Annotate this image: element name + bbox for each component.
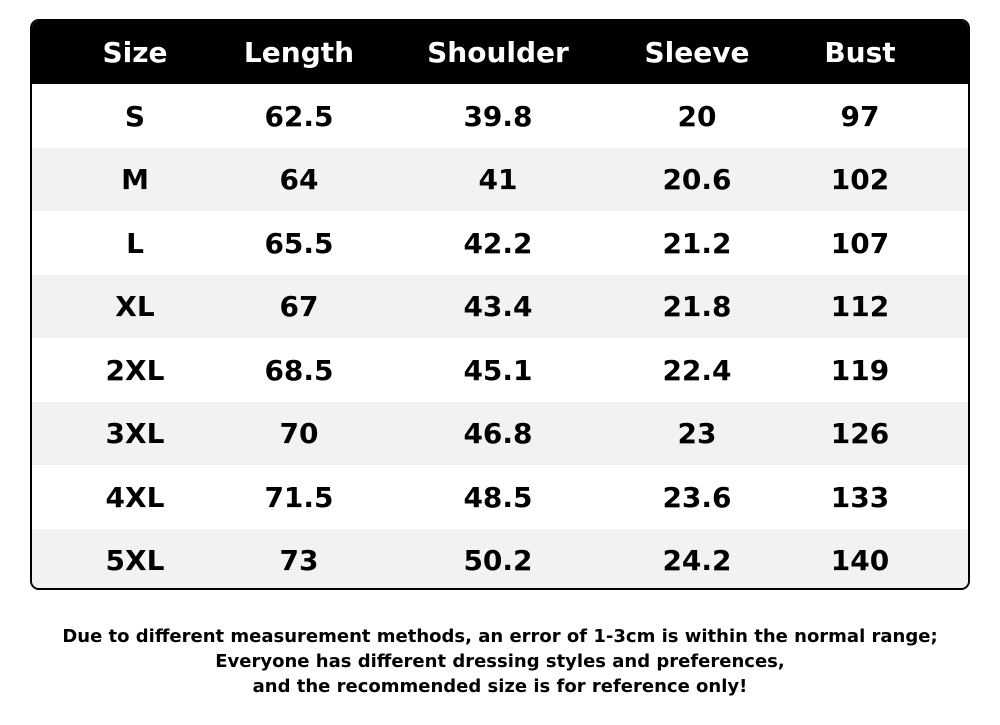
header-cell: Size (102, 36, 168, 69)
table-row: XL 67 43.4 21.8 112 (32, 275, 968, 338)
table-cell: 119 (830, 353, 890, 387)
table-cell: 46.8 (463, 417, 533, 450)
table-cell: 21.8 (662, 290, 732, 323)
table-cell: 48.5 (463, 480, 533, 514)
note-line: and the recommended size is for referenc… (252, 676, 748, 697)
table-cell: 67 (279, 290, 319, 323)
table-cell: 133 (830, 480, 890, 514)
table-cell: 102 (830, 163, 890, 196)
table-cell: L (126, 226, 144, 260)
note-line: Everyone has different dressing styles a… (215, 651, 785, 672)
table-cell: 140 (830, 544, 890, 577)
table-row: 2XL 68.5 45.1 22.4 119 (32, 339, 968, 402)
note-line: Due to different measurement methods, an… (62, 626, 938, 647)
table-cell: 65.5 (264, 226, 334, 260)
table-cell: 4XL (105, 480, 165, 514)
table-cell: 43.4 (463, 290, 533, 323)
table-cell: 5XL (105, 544, 165, 577)
table-cell: 50.2 (463, 544, 533, 577)
header-cell: Length (243, 36, 355, 69)
table-cell: 64 (279, 163, 319, 196)
table-row: 4XL 71.5 48.5 23.6 133 (32, 466, 968, 529)
header-row: Size Length Shoulder Sleeve Bust (32, 21, 968, 84)
table-cell: 73 (279, 544, 319, 577)
table-cell: 62.5 (264, 99, 334, 133)
table-cell: 2XL (105, 353, 165, 387)
table-cell: M (121, 163, 149, 196)
header-cell: Shoulder (427, 36, 569, 69)
table-cell: 3XL (105, 417, 165, 450)
table-cell: 24.2 (662, 544, 732, 577)
table-cell: 21.2 (662, 226, 732, 260)
table-cell: 42.2 (463, 226, 533, 260)
table-cell: 45.1 (463, 353, 533, 387)
table-cell: 22.4 (662, 353, 732, 387)
table-cell: 68.5 (264, 353, 334, 387)
table-row: S 62.5 39.8 20 97 (32, 85, 968, 148)
table-cell: 23.6 (662, 480, 732, 514)
table-cell: 97 (840, 99, 880, 133)
note: Due to different measurement methods, an… (0, 624, 1000, 699)
table-cell: 70 (279, 417, 319, 450)
table-row: 3XL 70 46.8 23 126 (32, 402, 968, 465)
table-cell: XL (115, 290, 155, 323)
table-cell: 20.6 (662, 163, 732, 196)
header-cell: Bust (824, 36, 896, 69)
table-cell: 41 (478, 163, 518, 196)
table-cell: 107 (830, 226, 890, 260)
header-cell: Sleeve (644, 36, 750, 69)
table-row: L 65.5 42.2 21.2 107 (32, 212, 968, 275)
table-cell: S (124, 99, 146, 133)
table-cell: 112 (830, 290, 890, 323)
table-row: 5XL 73 50.2 24.2 140 (32, 529, 968, 588)
table-cell: 20 (677, 99, 717, 133)
table-cell: 39.8 (463, 99, 533, 133)
table-cell: 23 (677, 417, 717, 450)
table-cell: 71.5 (264, 480, 334, 514)
table-cell: 126 (830, 417, 890, 450)
table-row: M 64 41 20.6 102 (32, 148, 968, 211)
size-table: Size Length Shoulder Sleeve Bust S 62.5 39.8 20 9… (30, 19, 970, 590)
